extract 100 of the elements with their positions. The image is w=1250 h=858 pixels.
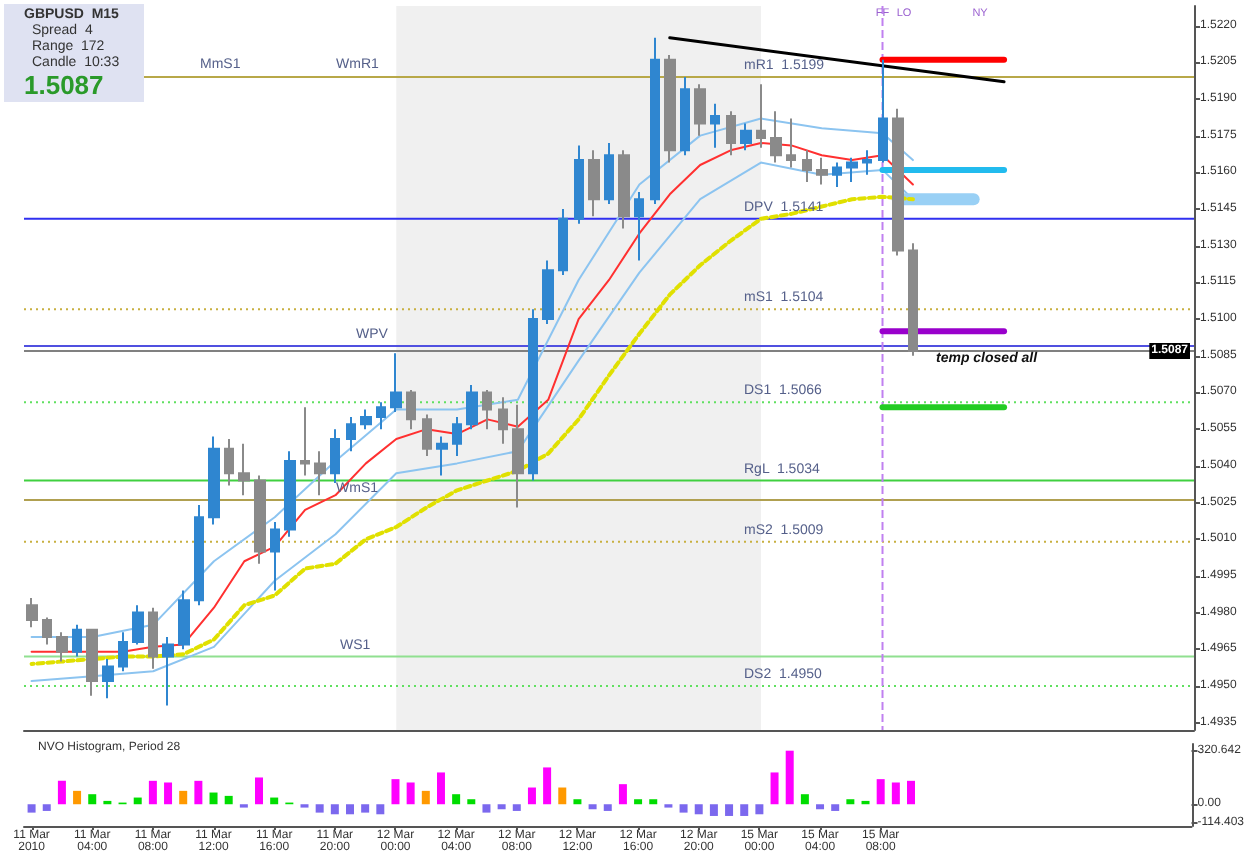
bar (831, 804, 840, 811)
bar (361, 804, 370, 813)
bar (224, 795, 233, 805)
bar (846, 799, 855, 805)
candlestick (102, 658, 114, 700)
bar (88, 794, 97, 805)
candlestick (284, 450, 296, 538)
bar (27, 804, 36, 813)
candlestick (604, 141, 614, 206)
candlestick (588, 149, 600, 218)
bar (543, 767, 552, 805)
bar (482, 804, 491, 813)
candlestick (346, 415, 356, 453)
candlestick (558, 208, 568, 277)
candlestick (436, 435, 448, 477)
bar (436, 772, 445, 805)
candlestick (528, 308, 538, 482)
candlestick (618, 149, 630, 230)
candlestick (238, 442, 250, 497)
candlestick (72, 623, 82, 658)
candlestick (726, 110, 736, 157)
candlestick (42, 616, 52, 646)
bar (179, 790, 188, 805)
bar (740, 804, 749, 816)
bar (57, 780, 66, 805)
bar (558, 787, 567, 805)
candlestick (664, 53, 676, 164)
bar (907, 780, 916, 805)
candlestick (422, 413, 432, 458)
candlestick (816, 156, 828, 186)
bar (725, 804, 734, 816)
candlestick (756, 83, 766, 149)
bar (164, 782, 173, 805)
candlestick (512, 403, 524, 509)
bar (42, 804, 51, 811)
bar (406, 782, 415, 805)
candlestick (300, 406, 310, 477)
candlestick (162, 636, 174, 707)
bar (618, 784, 627, 805)
candlestick (574, 144, 584, 225)
bar (755, 804, 764, 815)
candlestick (892, 107, 904, 257)
bar (315, 804, 324, 813)
bar (497, 804, 506, 810)
candlestick (634, 190, 644, 262)
bar (816, 804, 825, 810)
bar (194, 780, 203, 805)
candlestick (26, 596, 38, 629)
bar (770, 772, 779, 805)
bar (255, 777, 264, 805)
candlestick (178, 589, 190, 651)
candlestick (330, 428, 340, 484)
bar (876, 779, 885, 805)
candlestick (360, 408, 372, 431)
bar (376, 804, 385, 815)
candlestick (194, 503, 204, 607)
bar (634, 799, 643, 805)
bar (527, 787, 536, 805)
bar (891, 782, 900, 805)
candlestick (376, 401, 386, 431)
candlestick (56, 631, 68, 663)
candlestick (390, 352, 402, 414)
candlestick (694, 83, 706, 137)
candlestick (680, 75, 690, 157)
candlestick (878, 58, 888, 164)
bar (421, 790, 430, 805)
bar (709, 804, 718, 816)
bar (148, 780, 157, 805)
candlestick (498, 396, 508, 445)
bar (391, 779, 400, 805)
candlestick (846, 156, 858, 184)
candlestick (270, 521, 280, 592)
bar (603, 804, 612, 811)
candlestick (452, 415, 462, 458)
bar (800, 794, 809, 805)
annotation: 1.5087 (22, 70, 106, 100)
bar (209, 792, 218, 805)
bar (512, 804, 521, 811)
candlestick (208, 435, 220, 526)
candlestick (482, 389, 492, 431)
candlestick (786, 117, 796, 169)
candlestick (132, 604, 144, 646)
candlestick (406, 389, 416, 431)
candlestick (832, 161, 842, 188)
bar (679, 804, 688, 813)
candlestick (770, 110, 782, 164)
candlestick (224, 437, 234, 487)
bar (452, 794, 461, 805)
candlestick (862, 149, 872, 176)
candlestick (710, 102, 720, 149)
candlestick (314, 450, 326, 497)
bar (649, 799, 658, 805)
candlestick (740, 122, 752, 152)
bar (73, 790, 82, 805)
candlestick (466, 384, 478, 431)
candlestick (118, 631, 128, 673)
candlestick (86, 628, 98, 697)
candlestick (254, 474, 266, 565)
candlestick (650, 36, 660, 206)
bar (346, 804, 354, 815)
